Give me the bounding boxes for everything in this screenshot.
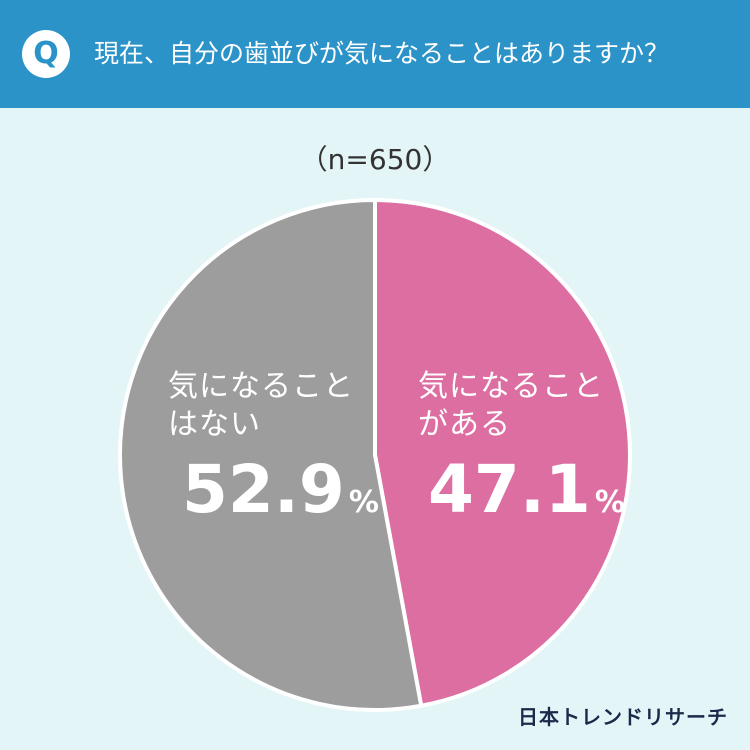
slice-value-yes: 47.1% — [428, 455, 625, 538]
slice-label-yes-line1: 気になること — [418, 369, 604, 404]
question-title: 現在、自分の歯並びが気になることはありますか？ — [94, 39, 670, 68]
slice-label-no-line1: 気になること — [168, 369, 354, 404]
sample-size: （n=650） — [299, 143, 451, 176]
slice-label-no: 気になること はない — [168, 368, 354, 444]
slice-label-yes-line2: がある — [418, 407, 511, 442]
brand-logo: 日本トレンドリサーチ — [518, 705, 728, 729]
question-header: Q 現在、自分の歯並びが気になることはありますか？ — [0, 0, 750, 108]
pie-slice-no — [118, 198, 424, 712]
slice-label-yes: 気になること がある — [418, 368, 604, 444]
q-badge-icon: Q — [22, 30, 70, 78]
slice-value-no-unit: % — [348, 485, 379, 520]
slice-value-no-number: 52.9 — [182, 451, 345, 528]
pie-slice-yes — [373, 198, 632, 708]
slice-value-yes-number: 47.1 — [428, 451, 591, 528]
slice-value-no: 52.9% — [182, 455, 379, 538]
slice-label-no-line2: はない — [168, 407, 261, 442]
slice-value-yes-unit: % — [594, 485, 625, 520]
